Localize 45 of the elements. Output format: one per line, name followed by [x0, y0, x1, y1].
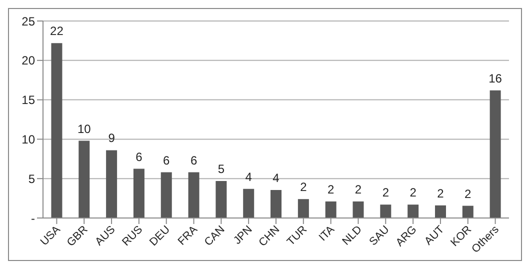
y-tick-label: 15 — [22, 93, 36, 108]
data-label: 4 — [272, 171, 280, 186]
y-tick-label: 10 — [22, 132, 36, 146]
data-label: 16 — [488, 71, 502, 86]
data-label: 9 — [108, 131, 116, 146]
data-label: 2 — [437, 186, 444, 200]
bar — [462, 206, 474, 218]
bar — [243, 188, 254, 218]
bar — [490, 90, 501, 218]
y-tick-label: 25 — [22, 14, 36, 28]
data-label: 4 — [245, 170, 252, 184]
bar — [51, 43, 62, 218]
data-label: 2 — [327, 182, 334, 196]
bar — [188, 172, 200, 218]
bar — [352, 201, 364, 218]
bar — [434, 205, 446, 218]
data-label: 6 — [136, 150, 143, 164]
bar — [380, 204, 392, 218]
data-label: 10 — [77, 122, 92, 136]
y-tick-label: 20 — [22, 54, 36, 68]
y-tick-label: 5 — [28, 172, 36, 186]
bar — [325, 201, 336, 218]
x-tick-label: NLD — [340, 224, 364, 248]
data-label: 2 — [354, 182, 362, 196]
data-label: 6 — [190, 153, 198, 168]
data-label: 2 — [382, 186, 390, 200]
bar — [160, 172, 172, 218]
bar — [408, 204, 419, 218]
y-tick-label: - — [31, 211, 35, 226]
bar — [133, 168, 144, 218]
bar — [78, 140, 90, 218]
data-label: 22 — [50, 24, 64, 38]
x-tick-label: TUR — [285, 224, 310, 248]
data-label: 6 — [163, 153, 170, 168]
bar — [270, 190, 282, 218]
data-label: 5 — [218, 162, 225, 176]
x-tick-label: ITA — [316, 223, 338, 244]
bar — [106, 150, 118, 218]
x-tick-label: USA — [38, 223, 64, 248]
data-label: 2 — [300, 180, 308, 194]
x-tick-label: FRA — [176, 223, 200, 248]
bar — [298, 199, 309, 218]
data-label: 2 — [410, 186, 417, 200]
data-label: 2 — [464, 186, 472, 201]
bar — [216, 180, 227, 218]
